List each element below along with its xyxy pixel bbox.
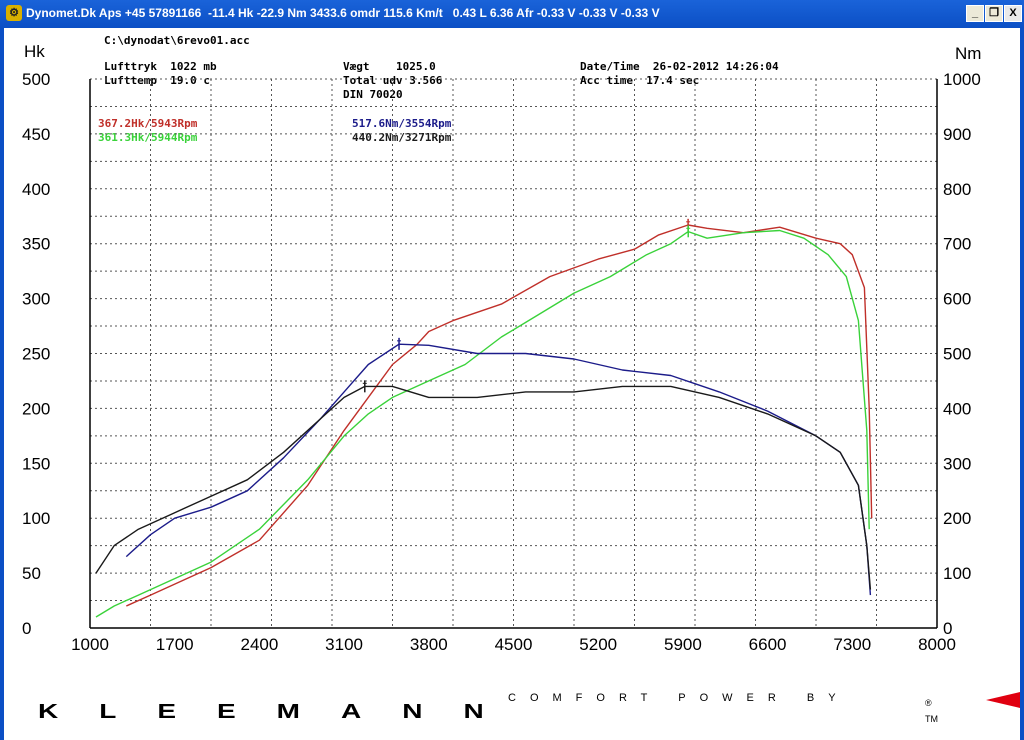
y-right-tick-label: 400 <box>943 399 971 418</box>
y-left-tick-label: 0 <box>22 619 31 638</box>
y-left-tick-label: 500 <box>22 70 50 89</box>
x-tick-label: 5900 <box>664 635 702 654</box>
acctime-value: Acc time 17.4 sec <box>580 74 700 87</box>
x-tick-label: 4500 <box>495 635 533 654</box>
x-tick-label: 5200 <box>579 635 617 654</box>
restore-button[interactable]: ❐ <box>985 5 1003 22</box>
title-bar: ⚙ Dynomet.Dk Aps +45 57891166 -11.4 Hk -… <box>0 0 1024 28</box>
din-label: DIN 70020 <box>343 88 403 101</box>
vaegt-value: Vægt 1025.0 <box>343 60 436 73</box>
window-frame-right <box>1020 28 1024 740</box>
dyno-chart: 1000 1700 2400 3100 3800 4500 5200 5900 6600 7300… <box>22 70 981 654</box>
y-left-tick-label: 300 <box>22 290 50 309</box>
y-left-tick-label: 50 <box>22 564 41 583</box>
y-left-tick-label: 400 <box>22 180 50 199</box>
y-left-tick-label: 250 <box>22 345 50 364</box>
x-tick-label: 3800 <box>410 635 448 654</box>
y-right-tick-label: 300 <box>943 454 971 473</box>
series-line-1 <box>95 229 870 618</box>
red-triangle-icon <box>986 692 1020 708</box>
lufttemp-value: Lufttemp 19.0 c <box>104 74 210 87</box>
logo-bar <box>4 688 1020 740</box>
y-right-tick-label: 100 <box>943 564 971 583</box>
window-frame-left <box>0 28 4 740</box>
x-tick-label: 7300 <box>833 635 871 654</box>
y-right-tick-label: 200 <box>943 509 971 528</box>
y-right-tick-label: 700 <box>943 235 971 254</box>
y-right-tick-label: 600 <box>943 290 971 309</box>
right-axis-title: Nm <box>955 44 982 63</box>
x-tick-label: 2400 <box>240 635 278 654</box>
trademark-mark: TM <box>925 714 938 724</box>
x-tick-label: 6600 <box>749 635 787 654</box>
y-left-tick-label: 450 <box>22 125 50 144</box>
legend-nm-blue: 517.6Nm/3554Rpm <box>352 117 452 130</box>
x-tick-label: 8000 <box>918 635 956 654</box>
brand-logo-text: KLEEMANN <box>38 700 525 723</box>
datetime-value: Date/Time 26-02-2012 14:26:04 <box>580 60 779 73</box>
y-right-tick-label: 900 <box>943 125 971 144</box>
y-right-tick-label: 500 <box>943 345 971 364</box>
y-left-tick-label: 150 <box>22 454 50 473</box>
total-udv-value: Total udv 3.566 <box>343 74 443 87</box>
series-line-3 <box>95 385 872 590</box>
x-tick-label: 1700 <box>156 635 194 654</box>
left-axis-title: Hk <box>24 42 45 61</box>
x-tick-label: 3100 <box>325 635 363 654</box>
series-line-2 <box>125 343 872 596</box>
close-button[interactable]: X <box>1004 5 1022 22</box>
app-icon: ⚙ <box>6 5 22 21</box>
lufttryk-value: Lufttryk 1022 mb <box>104 60 217 73</box>
y-right-tick-label: 0 <box>943 619 952 638</box>
y-right-tick-label: 1000 <box>943 70 981 89</box>
legend-hk-green: 361.3Hk/5944Rpm <box>98 131 198 144</box>
y-left-tick-label: 100 <box>22 509 50 528</box>
y-left-tick-label: 200 <box>22 399 50 418</box>
registered-mark: ® <box>925 698 932 708</box>
file-path: C:\dynodat\6revo01.acc <box>104 34 250 47</box>
y-right-tick-label: 800 <box>943 180 971 199</box>
series-line-0 <box>126 224 873 607</box>
y-left-tick-label: 350 <box>22 235 50 254</box>
slogan-text: COMFORT POWER BY <box>508 692 850 704</box>
minimize-button[interactable]: _ <box>966 5 984 22</box>
x-tick-label: 1000 <box>71 635 109 654</box>
window-title: Dynomet.Dk Aps +45 57891166 -11.4 Hk -22… <box>26 6 660 20</box>
legend-hk-red: 367.2Hk/5943Rpm <box>98 117 198 130</box>
